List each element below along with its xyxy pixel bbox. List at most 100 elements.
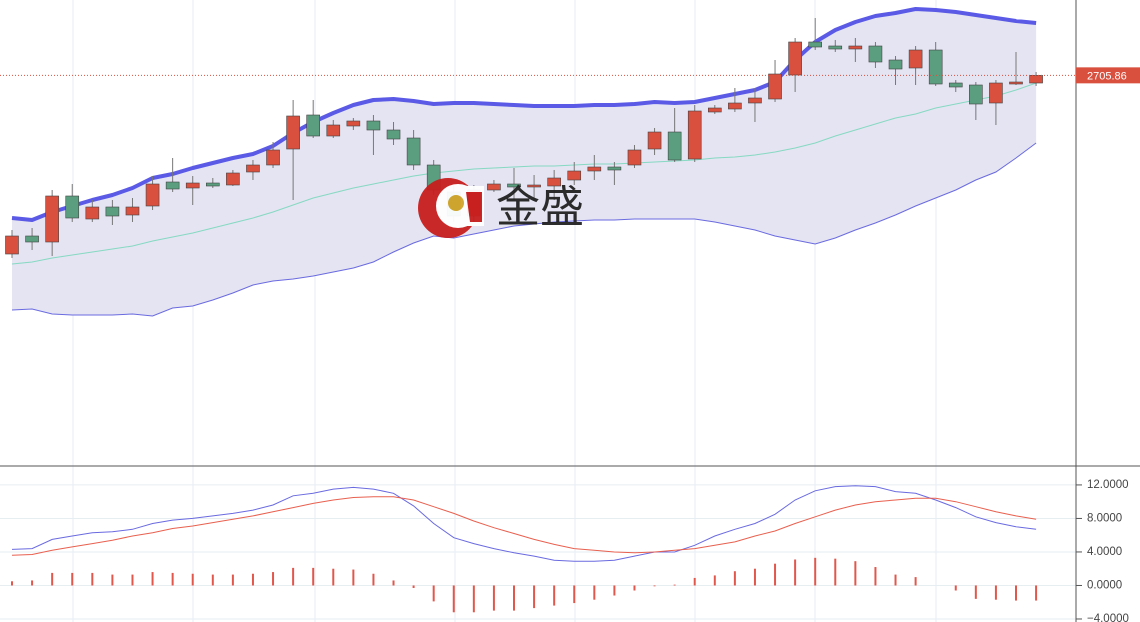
macd-dif-line	[11, 485, 1037, 562]
candle-body	[326, 124, 341, 137]
candle-body	[607, 166, 622, 171]
candle-body	[707, 107, 722, 113]
macd-hist-bar	[533, 585, 536, 609]
candle-body	[587, 166, 602, 172]
macd-hist-bar	[814, 557, 817, 586]
macd-hist-bar	[653, 585, 656, 587]
candle-body	[386, 129, 401, 140]
candle-body	[246, 164, 260, 173]
candle-body	[487, 183, 501, 191]
macd-hist-bar	[593, 585, 596, 600]
macd-hist-bar	[392, 580, 395, 586]
candle-body	[145, 183, 160, 207]
macd-hist-bar	[794, 559, 797, 586]
macd-hist-bar	[151, 572, 154, 586]
macd-hist-bar	[312, 567, 315, 586]
macd-hist-bar	[91, 572, 94, 586]
macd-hist-bar	[633, 585, 636, 591]
candle-body	[627, 149, 642, 166]
macd-hist-bar	[854, 561, 857, 586]
candle-body	[567, 170, 582, 181]
candle-body	[948, 82, 963, 88]
macd-hist-bar	[834, 558, 837, 586]
candle-body	[647, 131, 662, 150]
macd-hist-bar	[713, 575, 716, 586]
macd-hist-bar	[292, 567, 295, 586]
macd-hist-bar	[1035, 585, 1038, 601]
candle-body	[65, 195, 80, 219]
y-tick-label: 4.0000	[1087, 546, 1122, 558]
macd-hist-bar	[954, 585, 957, 591]
macd-hist-bar	[1015, 585, 1017, 601]
candle-body	[346, 120, 361, 127]
macd-hist-bar	[894, 574, 897, 586]
macd-hist-bar	[613, 585, 616, 596]
candle-body	[266, 149, 280, 166]
y-tick-label: −4.0000	[1087, 613, 1129, 622]
candle-body	[687, 110, 702, 160]
candle-body	[5, 235, 19, 255]
macd-hist-bar	[171, 572, 174, 586]
candle-body	[366, 120, 381, 131]
macd-hist-bar	[191, 573, 194, 586]
band-middle	[11, 82, 1037, 265]
candle-body	[768, 73, 782, 100]
macd-hist-bar	[693, 577, 696, 586]
macd-hist-bar	[272, 572, 275, 586]
candle-body	[1029, 75, 1043, 84]
macd-hist-bar	[774, 563, 777, 586]
candle-body	[748, 97, 762, 104]
candle-body	[286, 115, 300, 150]
y-tick-label: 8.0000	[1087, 512, 1122, 524]
macd-hist-bar	[513, 585, 515, 611]
band-lower	[11, 142, 1037, 317]
logo-bar	[466, 192, 482, 222]
band-upper	[11, 7, 1037, 222]
candle-body	[728, 102, 742, 110]
macd-hist-bar	[71, 572, 74, 586]
candle-body	[928, 49, 943, 85]
candle-body	[547, 177, 561, 187]
candle-body	[667, 131, 682, 161]
candle-body	[527, 184, 541, 188]
macd-hist-bar	[492, 585, 495, 611]
macd-hist-bar	[352, 569, 355, 586]
candle-body	[85, 206, 100, 220]
candle-body	[868, 45, 883, 63]
macd-hist-bar	[51, 572, 54, 586]
candle-body	[848, 45, 863, 50]
candle-body	[206, 182, 220, 187]
candle-body	[888, 59, 903, 70]
macd-hist-bar	[11, 581, 13, 586]
candle-body	[105, 206, 120, 217]
candle-body	[908, 49, 923, 69]
macd-hist-bar	[211, 574, 214, 586]
macd-hist-bar	[432, 585, 435, 602]
candle-body	[1009, 81, 1023, 85]
watermark-text: 金盛	[496, 182, 584, 233]
macd-hist-bar	[673, 584, 676, 586]
band-fill	[12, 9, 1037, 316]
macd-hist-bar	[251, 573, 254, 586]
macd-hist-bar	[412, 585, 415, 588]
candle-body	[808, 41, 823, 48]
plot-layer	[0, 7, 1076, 620]
y-tick-label: 12.0000	[1087, 479, 1129, 491]
candle-body	[828, 45, 843, 50]
macd-hist-bar	[914, 577, 917, 586]
candle-body	[226, 172, 240, 186]
macd-hist-bar	[553, 585, 556, 606]
macd-hist-bar	[111, 574, 114, 586]
macd-hist-bar	[332, 568, 335, 586]
last-price-tag	[1076, 67, 1140, 84]
candle-body	[45, 195, 59, 243]
logo-ball	[448, 195, 464, 211]
candle-body	[406, 137, 421, 166]
watermark-logo: 金盛	[418, 178, 584, 238]
candle-body	[969, 84, 983, 105]
macd-dea-line	[11, 496, 1037, 556]
candle-body	[185, 182, 200, 189]
macd-hist-bar	[452, 585, 455, 613]
